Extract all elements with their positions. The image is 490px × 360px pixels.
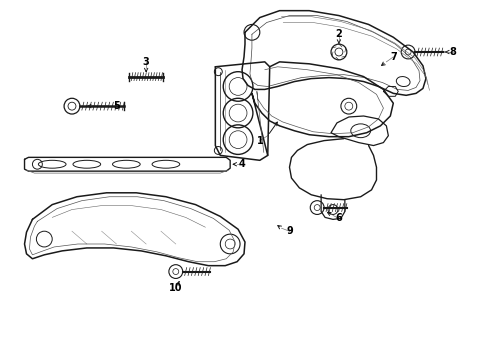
Text: 10: 10 — [169, 283, 183, 293]
Text: 8: 8 — [449, 47, 456, 57]
Text: 9: 9 — [286, 226, 293, 236]
Text: 2: 2 — [336, 29, 343, 39]
Text: 3: 3 — [143, 57, 149, 67]
Text: 6: 6 — [336, 213, 343, 224]
Text: 5: 5 — [113, 101, 120, 111]
Text: 7: 7 — [390, 52, 397, 62]
Text: 4: 4 — [239, 159, 245, 169]
Text: 1: 1 — [256, 136, 263, 145]
